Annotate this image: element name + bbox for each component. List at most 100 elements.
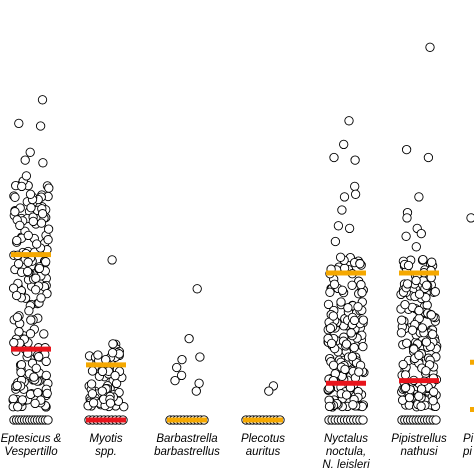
data-point: [325, 323, 336, 334]
data-point: [358, 341, 368, 352]
data-point: [97, 386, 107, 396]
data-point: [323, 299, 334, 310]
outlier-point: [344, 223, 355, 234]
data-point: [29, 372, 39, 382]
category-label: Myotis: [89, 433, 122, 445]
outlier-point: [425, 42, 435, 52]
data-point: [32, 239, 42, 249]
data-point: [414, 289, 425, 299]
outlier-point: [335, 252, 346, 262]
outlier-point: [350, 155, 360, 165]
outlier-point: [14, 118, 24, 129]
category-label: N. leisleri: [322, 459, 370, 471]
category-label: barbastrellus: [154, 446, 220, 458]
data-point: [414, 391, 424, 401]
category-label: nathusi: [400, 446, 438, 458]
outlier-point: [177, 354, 187, 365]
data-point: [23, 257, 33, 267]
outlier-point: [195, 352, 205, 362]
data-point: [396, 328, 407, 338]
data-point: [31, 285, 41, 295]
data-point: [23, 230, 33, 241]
data-point: [337, 285, 348, 295]
outlier-point: [414, 192, 424, 202]
data-point: [354, 367, 364, 377]
data-point: [356, 280, 366, 290]
data-point: [110, 370, 120, 381]
data-point: [41, 356, 51, 367]
data-point: [87, 389, 98, 399]
outlier-point: [339, 192, 350, 202]
outlier-point: [194, 378, 204, 388]
category-label: Barbastrella: [156, 433, 217, 445]
data-point: [12, 312, 23, 322]
data-point: [36, 218, 47, 228]
data-point: [400, 370, 411, 380]
data-point: [26, 203, 36, 213]
data-point: [24, 306, 34, 316]
data-point: [341, 339, 352, 349]
category-label: spp.: [95, 446, 117, 458]
data-point: [105, 398, 116, 408]
data-point: [336, 297, 346, 307]
data-point: [10, 192, 20, 202]
data-point: [400, 299, 410, 310]
data-point: [414, 305, 424, 316]
outlier-point: [21, 171, 32, 181]
outlier-point: [329, 152, 339, 163]
data-point: [13, 259, 24, 269]
data-point: [346, 328, 356, 338]
summary-lines-layer: [11, 252, 474, 423]
data-point: [349, 315, 360, 326]
data-point: [26, 315, 36, 325]
outlier-point: [416, 228, 426, 239]
outlier-point: [107, 255, 117, 265]
outlier-point: [172, 362, 182, 373]
data-point: [411, 275, 421, 286]
data-point: [25, 329, 36, 339]
data-point: [86, 379, 97, 389]
outlier-point: [350, 181, 360, 192]
data-point: [44, 183, 54, 193]
outlier-point: [330, 236, 341, 247]
data-point: [409, 344, 419, 354]
data-point: [400, 382, 411, 393]
data-point: [407, 325, 418, 335]
data-point: [421, 366, 431, 376]
category-label: Eptesicus &: [1, 433, 62, 445]
data-point: [429, 387, 439, 397]
data-point: [347, 351, 357, 362]
zero-point: [43, 415, 53, 425]
outlier-point: [466, 213, 474, 223]
outlier-point: [402, 213, 412, 223]
outlier-point: [192, 284, 202, 294]
category-label: Vespertillo: [4, 446, 58, 458]
data-point: [41, 370, 51, 381]
data-point: [427, 329, 438, 339]
data-point: [353, 302, 363, 312]
outlier-point: [401, 231, 411, 241]
data-point: [119, 402, 129, 412]
data-point: [22, 266, 33, 277]
outlier-point: [17, 181, 27, 192]
outlier-point: [25, 189, 36, 199]
data-point: [349, 342, 359, 353]
data-point: [107, 348, 118, 358]
data-point: [403, 260, 414, 271]
data-point: [329, 279, 340, 289]
data-point: [12, 380, 22, 391]
data-point: [430, 287, 440, 297]
data-point: [43, 224, 54, 234]
outlier-point: [344, 116, 354, 126]
data-point: [355, 259, 365, 269]
outlier-point: [337, 205, 347, 215]
outlier-point: [191, 386, 201, 396]
zero-point: [431, 415, 441, 425]
data-point: [328, 360, 339, 370]
outlier-point: [423, 152, 434, 163]
outlier-point: [184, 333, 194, 344]
outlier-point: [333, 221, 344, 231]
data-point: [402, 338, 412, 348]
data-point: [34, 352, 44, 362]
outlier-point: [37, 95, 48, 105]
